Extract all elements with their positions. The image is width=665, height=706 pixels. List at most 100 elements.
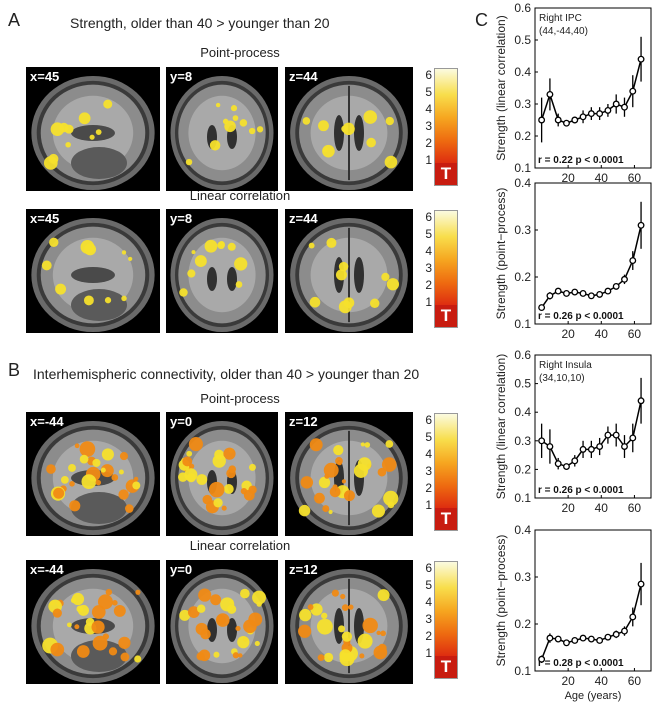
x-tick-label: 20	[561, 501, 575, 515]
x-tick-label: 20	[561, 171, 575, 185]
data-point	[629, 257, 637, 264]
data-point	[546, 292, 554, 300]
data-point	[596, 110, 604, 118]
colorbar-tick-label: 1	[425, 295, 432, 309]
y-tick-label: 0.2	[514, 462, 531, 476]
y-axis-label: Strength (point−process)	[494, 188, 508, 320]
slice-coordinate-label: x=45	[30, 211, 60, 226]
y-axis-label: Strength (point−process)	[494, 535, 508, 667]
slice-coordinate-label: y=0	[170, 562, 193, 577]
data-point	[554, 287, 562, 295]
colorbar-tick-label: 1	[425, 498, 432, 512]
y-tick-label: 0.4	[514, 523, 531, 537]
data-point	[596, 443, 604, 450]
y-tick-label: 0.2	[514, 129, 531, 143]
colorbar-tick-label: 3	[425, 119, 432, 133]
data-point	[554, 116, 562, 124]
data-point	[612, 282, 620, 290]
region-annotation: Right IPC	[539, 13, 582, 24]
brain-slice-a1-axi: z=44	[285, 67, 413, 191]
colorbar-gradient: T	[434, 561, 458, 679]
x-tick-label: 40	[595, 327, 609, 341]
data-point	[637, 55, 645, 63]
y-tick-label: 0.3	[514, 570, 531, 584]
panel-b-letter: B	[8, 360, 21, 380]
slice-coordinate-label: y=0	[170, 414, 193, 429]
slice-coordinate-label: y=8	[170, 211, 193, 226]
colorbar-tick-label: 4	[425, 595, 432, 609]
y-axis-label: Strength (linear correlation)	[494, 15, 508, 160]
chart-4: 0.1 0.2 0.3 0.4 20 40 60 Strength (point−proces…	[494, 523, 652, 702]
colorbar-tick-label: 6	[425, 561, 432, 575]
region-annotation: (44,-44,40)	[539, 26, 588, 37]
data-point	[554, 460, 562, 468]
x-tick-label: 40	[595, 501, 609, 515]
data-point	[538, 437, 546, 445]
y-tick-label: 0.4	[514, 65, 531, 79]
data-point	[637, 580, 645, 588]
colorbar-tick-label: 2	[425, 629, 432, 643]
brain-slice-b2-sag: x=-44	[26, 560, 160, 684]
colorbar-tick-label: 4	[425, 102, 432, 116]
slice-coordinate-label: x=45	[30, 69, 60, 84]
y-tick-label: 0.1	[514, 491, 531, 505]
chart-3: 0.1 0.2 0.3 0.4 0.5 0.6 20 40 60 Strength (linear…	[494, 348, 652, 515]
slice-coordinate-label: y=8	[170, 69, 193, 84]
data-point	[579, 290, 587, 297]
slice-coordinate-label: x=-44	[30, 414, 64, 429]
data-point	[629, 613, 637, 621]
data-point	[587, 445, 595, 453]
slice-coordinate-label: z=12	[289, 414, 318, 429]
y-tick-label: 0.4	[514, 405, 531, 419]
region-annotation: Right Insula	[539, 360, 592, 371]
brain-slice-b2-axi: z=12	[285, 560, 413, 684]
panel-b-row2-label: Linear correlation	[189, 538, 291, 553]
data-point	[571, 116, 579, 124]
data-point	[596, 290, 604, 298]
data-point	[604, 287, 612, 295]
region-annotation: (34,10,10)	[539, 373, 585, 384]
colorbar-tick-label: 5	[425, 227, 432, 241]
data-point	[612, 100, 620, 108]
data-point	[629, 87, 637, 95]
colorbar-tick-label: 1	[425, 153, 432, 167]
data-point	[563, 290, 570, 297]
data-point	[563, 639, 570, 647]
x-tick-label: 60	[628, 327, 642, 341]
plot-frame	[534, 182, 652, 325]
stats-annotation: r = 0.28 p < 0.0001	[538, 658, 624, 669]
colorbar-gradient: T	[434, 413, 458, 531]
data-point	[538, 655, 546, 663]
colorbar-tick-label: 4	[425, 244, 432, 258]
colorbar-tick-label: 3	[425, 612, 432, 626]
data-point	[587, 635, 595, 643]
y-tick-label: 0.5	[514, 377, 531, 391]
data-point	[563, 463, 570, 470]
series-line	[540, 583, 642, 660]
y-tick-label: 0.2	[514, 617, 531, 631]
data-point	[571, 457, 579, 465]
x-tick-label: 60	[628, 674, 642, 688]
colorbar-tick-label: 5	[425, 578, 432, 592]
data-point	[538, 304, 546, 311]
y-tick-label: 0.1	[514, 317, 531, 331]
x-tick-label: 20	[561, 674, 575, 688]
x-axis-label: Age (years)	[565, 690, 622, 702]
data-point	[637, 221, 645, 229]
colorbar-t-label: T	[435, 305, 457, 327]
data-point	[554, 635, 562, 643]
slice-coordinate-label: z=44	[289, 69, 318, 84]
brain-slice-b1-axi: z=12	[285, 412, 413, 536]
colorbar-gradient: T	[434, 68, 458, 186]
data-point	[621, 627, 628, 635]
panel-b-row1-label: Point-process	[200, 391, 280, 406]
plot-frame	[534, 354, 652, 499]
data-point	[621, 103, 628, 111]
slice-coordinate-label: z=12	[289, 562, 318, 577]
plot-frame	[534, 7, 652, 169]
data-point	[538, 116, 546, 124]
chart-2: 0.1 0.2 0.3 0.4 20 40 60 Strength (point−proces…	[494, 176, 652, 341]
data-point	[546, 90, 554, 98]
colorbar-tick-label: 4	[425, 447, 432, 461]
panel-a-row1-label: Point-process	[200, 45, 280, 60]
